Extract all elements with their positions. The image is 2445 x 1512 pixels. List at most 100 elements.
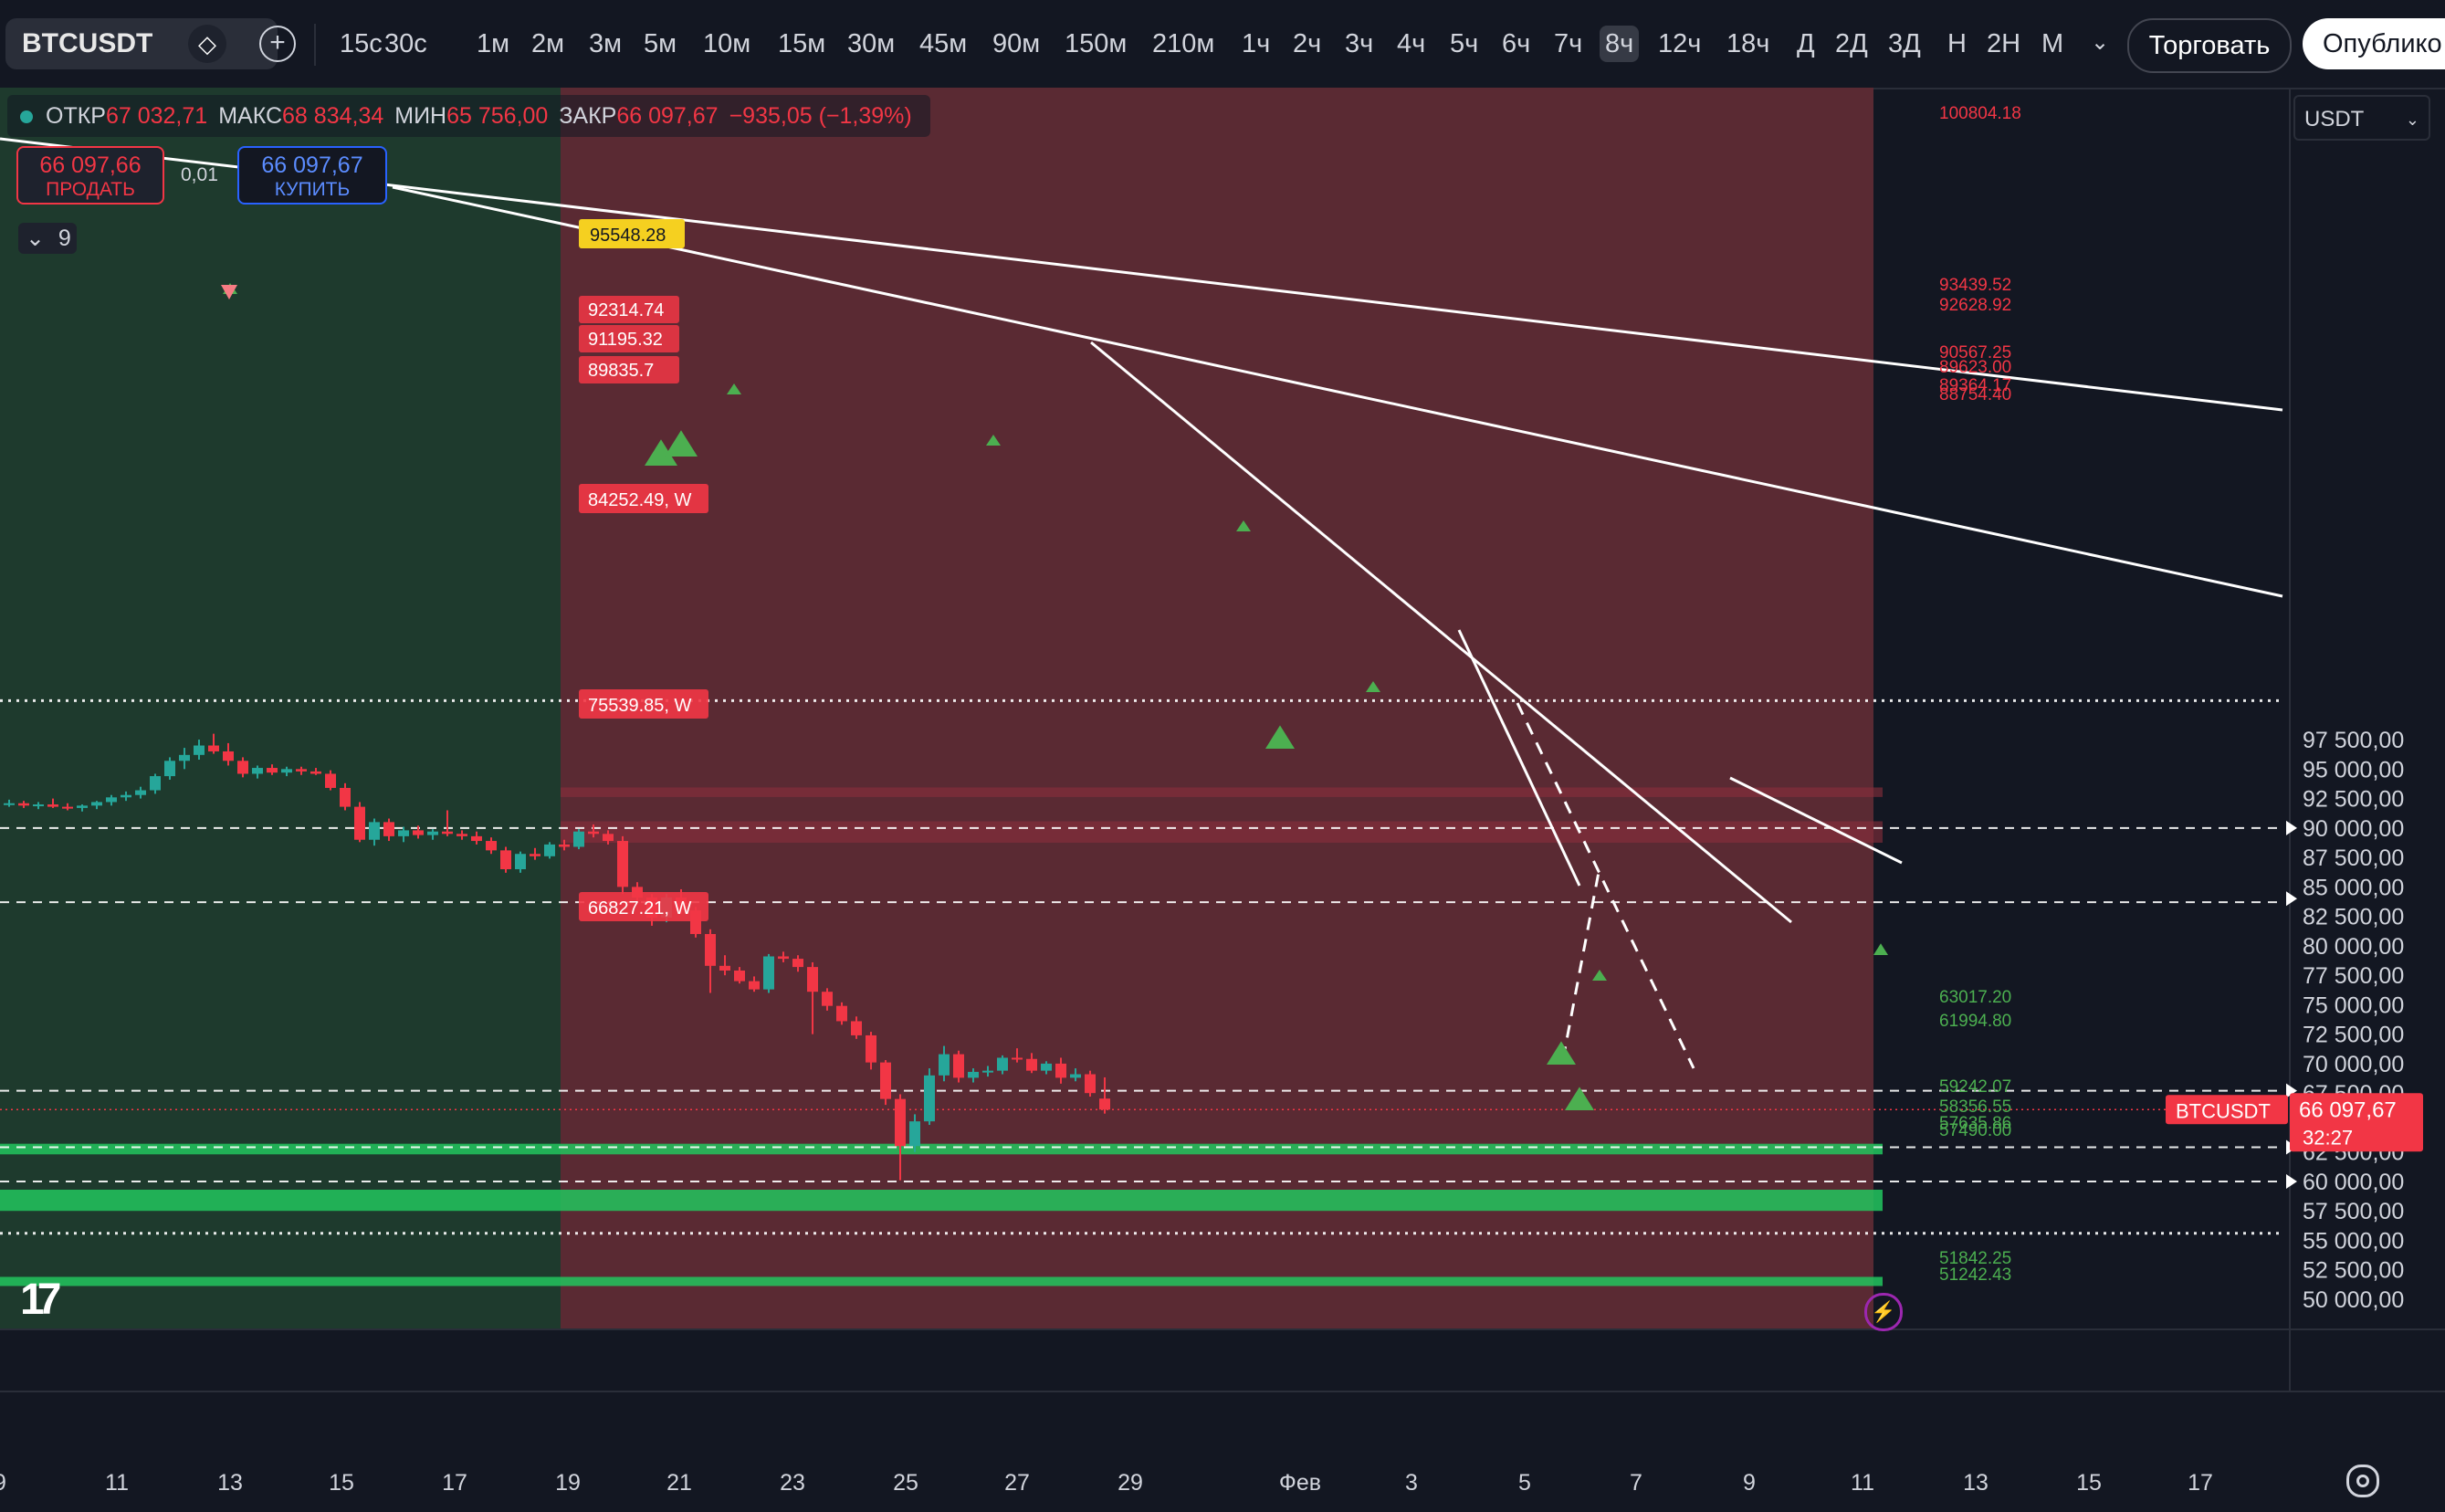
candle-body-25 [369, 822, 380, 840]
interval-0[interactable]: 15с [340, 29, 383, 58]
candle-body-41 [603, 834, 614, 842]
symbol-search[interactable] [5, 18, 278, 69]
interval-5[interactable]: 5м [644, 29, 677, 58]
spread-value: 0,01 [181, 164, 218, 185]
chevron-down-icon: ⌄ [26, 226, 45, 251]
status-dot-icon [20, 110, 33, 124]
interval-18[interactable]: 6ч [1502, 29, 1531, 58]
support-zone-1 [0, 1189, 1883, 1212]
candle-body-62 [909, 1121, 920, 1147]
interval-19[interactable]: 7ч [1554, 29, 1583, 58]
candle-body-42 [617, 841, 628, 887]
w-level-tag [579, 689, 708, 719]
trend-line-4 [1729, 776, 1903, 865]
buy-label: КУПИТЬ [274, 179, 351, 200]
symbol-name[interactable]: BTCUSDT [22, 28, 153, 58]
last-price-tag [2290, 1093, 2423, 1152]
price-axis-label: 52 500,00 [2303, 1258, 2404, 1284]
interval-17[interactable]: 5ч [1450, 29, 1479, 58]
candle-body-40 [588, 831, 599, 835]
candle-body-69 [1012, 1057, 1023, 1060]
interval-26[interactable]: Н [1947, 29, 1967, 58]
right-green-label: 57490.00 [1939, 1121, 2011, 1140]
candle-body-4 [62, 806, 73, 809]
yellow-level-text: 95548.28 [590, 226, 666, 246]
interval-3[interactable]: 2м [531, 29, 565, 58]
interval-9[interactable]: 45м [919, 29, 968, 58]
w-level-text: 66827.21, W [588, 898, 692, 919]
interval-1[interactable]: 30с [384, 29, 427, 58]
interval-23[interactable]: Д [1797, 29, 1815, 58]
right-red-label: 100804.18 [1939, 104, 2021, 123]
diamond-icon[interactable]: ◇ [188, 25, 226, 63]
currency-select[interactable]: USDT ⌄ [2293, 95, 2430, 141]
buy-signal-icon [1547, 1041, 1576, 1065]
candle-body-68 [997, 1057, 1008, 1071]
candle-body-8 [121, 794, 131, 798]
price-axis-label: 80 000,00 [2303, 934, 2404, 960]
time-axis-label: 9 [1743, 1470, 1756, 1496]
settings-gear-icon[interactable] [2346, 1465, 2379, 1497]
buy-signal-icon [1873, 943, 1888, 955]
price-chart[interactable]: 97 500,00 95 000,00 92 500,00 90 000,00 87 5… [0, 88, 2445, 1512]
candle-body-31 [456, 834, 467, 836]
w-level-tag [579, 892, 708, 921]
indicators-count: 9 [58, 226, 71, 251]
interval-6[interactable]: 10м [703, 29, 751, 58]
candle-body-38 [559, 844, 570, 847]
interval-25[interactable]: 3Д [1888, 29, 1921, 58]
interval-14[interactable]: 2ч [1293, 29, 1322, 58]
buy-signal-icon [986, 435, 1001, 446]
interval-21[interactable]: 12ч [1658, 29, 1702, 58]
interval-16[interactable]: 4ч [1397, 29, 1426, 58]
interval-8[interactable]: 30м [847, 29, 896, 58]
interval-4[interactable]: 3м [589, 29, 623, 58]
candle-body-32 [471, 835, 482, 842]
candle-body-39 [573, 831, 584, 847]
chevron-down-icon: ⌄ [2405, 110, 2419, 129]
time-axis-label: 23 [780, 1470, 805, 1496]
buy-signal-icon [1236, 520, 1251, 531]
interval-10[interactable]: 90м [992, 29, 1041, 58]
compare-add-icon[interactable]: + [259, 26, 296, 62]
interval-24[interactable]: 2Д [1835, 29, 1868, 58]
interval-12[interactable]: 210м [1152, 29, 1215, 58]
publish-button[interactable]: Опублико [2303, 18, 2445, 69]
candle-body-30 [442, 831, 453, 835]
interval-13[interactable]: 1ч [1242, 29, 1271, 58]
chevron-down-icon[interactable]: ⌄ [2091, 30, 2110, 55]
interval-20[interactable]: 8ч [1600, 26, 1640, 62]
right-green-label: 58356.55 [1939, 1097, 2011, 1117]
lightning-alert-icon[interactable]: ⚡ [1864, 1293, 1903, 1331]
interval-7[interactable]: 15м [778, 29, 826, 58]
trade-button[interactable]: Торговать [2127, 18, 2292, 73]
candle-body-35 [515, 854, 526, 870]
candle-body-73 [1070, 1074, 1081, 1078]
candle-body-24 [354, 806, 365, 840]
level-marker-icon [2286, 1173, 2297, 1189]
countdown-text: 32:27 [2303, 1126, 2353, 1149]
interval-2[interactable]: 1м [477, 29, 510, 58]
interval-22[interactable]: 18ч [1726, 29, 1770, 58]
level-marker-icon [2286, 1083, 2297, 1098]
interval-27[interactable]: 2Н [1987, 29, 2021, 58]
top-toolbar: BTCUSDT ◇ + 15с 30с 1м 2м 3м 5м 10м 15м 30м 45м 90… [0, 0, 2445, 89]
chart-pane[interactable]: 97 500,00 95 000,00 92 500,00 90 000,00 87 5… [0, 88, 2445, 1512]
interval-11[interactable]: 150м [1065, 29, 1128, 58]
candle-body-6 [91, 802, 102, 806]
candle-body-7 [106, 797, 117, 803]
sell-button[interactable]: 66 097,66 ПРОДАТЬ [16, 146, 164, 205]
buy-button[interactable]: 66 097,67 КУПИТЬ [237, 146, 387, 205]
yellow-level-tag [579, 219, 685, 248]
interval-28[interactable]: М [2041, 29, 2064, 58]
candle-body-13 [194, 745, 205, 755]
price-axis-label: 97 500,00 [2303, 728, 2404, 753]
candle-body-19 [281, 769, 292, 773]
price-axis-label: 60 000,00 [2303, 1170, 2404, 1195]
indicators-toggle[interactable]: ⌄ 9 [18, 223, 77, 254]
buy-price: 66 097,67 [261, 152, 363, 178]
candle-body-22 [325, 773, 336, 788]
interval-15[interactable]: 3ч [1345, 29, 1374, 58]
candle-body-51 [749, 981, 760, 990]
candle-body-11 [164, 761, 175, 777]
